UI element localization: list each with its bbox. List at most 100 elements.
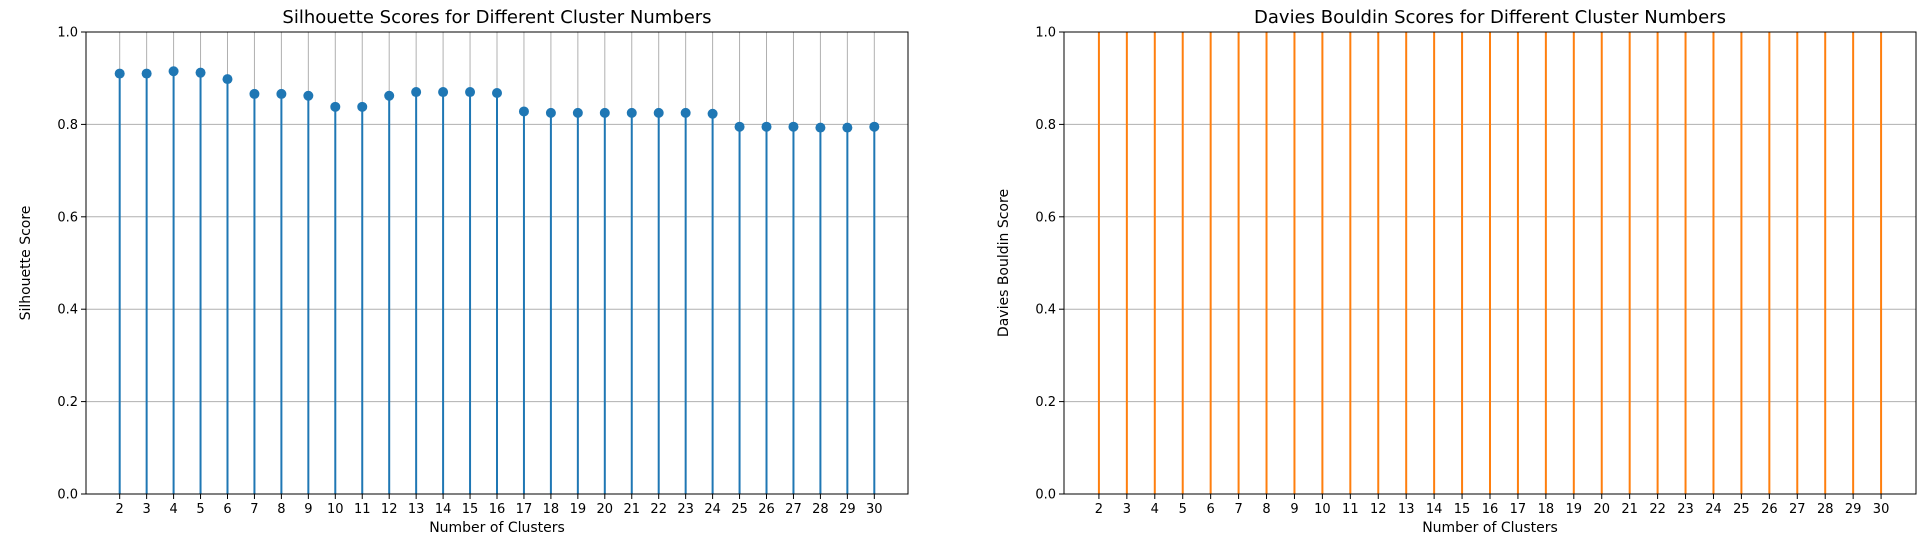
silhouette-marker bbox=[653, 107, 664, 118]
silhouette-xtick-label: 16 bbox=[489, 502, 506, 517]
silhouette-xtick-label: 4 bbox=[169, 502, 177, 517]
davies-bouldin-xtick-label: 25 bbox=[1733, 502, 1750, 517]
silhouette-marker bbox=[303, 90, 314, 101]
silhouette-marker bbox=[384, 90, 395, 101]
silhouette-xtick-label: 24 bbox=[704, 502, 721, 517]
davies-bouldin-title: Davies Bouldin Scores for Different Clus… bbox=[1254, 7, 1726, 28]
silhouette-marker bbox=[195, 67, 206, 78]
davies-bouldin-ytick-label: 0.4 bbox=[1035, 303, 1056, 318]
silhouette-xtick-label: 11 bbox=[354, 502, 371, 517]
silhouette-xtick-label: 26 bbox=[758, 502, 775, 517]
silhouette-marker bbox=[330, 101, 341, 112]
silhouette-xtick-label: 19 bbox=[570, 502, 587, 517]
silhouette-marker bbox=[222, 74, 233, 85]
silhouette-ylabel: Silhouette Score bbox=[18, 206, 34, 321]
silhouette-xtick-label: 18 bbox=[543, 502, 560, 517]
davies-bouldin-xtick-label: 20 bbox=[1593, 502, 1610, 517]
davies-bouldin-ticks: 0.00.20.40.60.81.02 3 4 5 6 7 8 9 10 11 12 13 14 15 16… bbox=[1035, 26, 1889, 518]
davies-bouldin-xtick-label: 6 bbox=[1207, 502, 1215, 517]
silhouette-marker bbox=[599, 107, 610, 118]
davies-bouldin-xtick-label: 12 bbox=[1370, 502, 1387, 517]
davies-bouldin-xtick-label: 26 bbox=[1761, 502, 1778, 517]
silhouette-marker bbox=[626, 107, 637, 118]
silhouette-marker bbox=[734, 121, 745, 132]
davies-bouldin-xtick-label: 8 bbox=[1262, 502, 1270, 517]
davies-bouldin-xtick-label: 17 bbox=[1510, 502, 1527, 517]
silhouette-xtick-label: 13 bbox=[408, 502, 425, 517]
silhouette-marks bbox=[114, 66, 880, 494]
silhouette-xtick-label: 15 bbox=[462, 502, 479, 517]
davies-bouldin-xtick-label: 3 bbox=[1123, 502, 1131, 517]
silhouette-ytick-label: 0.0 bbox=[57, 488, 78, 503]
silhouette-ytick-label: 1.0 bbox=[57, 26, 78, 41]
silhouette-marker bbox=[572, 107, 583, 118]
silhouette-ytick-label: 0.4 bbox=[57, 303, 78, 318]
davies-bouldin-xtick-label: 15 bbox=[1454, 502, 1471, 517]
silhouette-marker bbox=[438, 87, 449, 98]
davies-bouldin-ytick-label: 0.0 bbox=[1035, 488, 1056, 503]
silhouette-xtick-label: 2 bbox=[116, 502, 124, 517]
silhouette-xtick-label: 23 bbox=[677, 502, 694, 517]
davies-bouldin-chart: Davies Bouldin Scores for Different Clus… bbox=[996, 7, 1917, 536]
silhouette-xtick-label: 27 bbox=[785, 502, 802, 517]
silhouette-marker bbox=[815, 122, 826, 133]
davies-bouldin-marks bbox=[1097, 32, 1883, 494]
silhouette-marker bbox=[842, 122, 853, 133]
davies-bouldin-ytick-label: 0.8 bbox=[1035, 118, 1056, 133]
silhouette-marker bbox=[411, 87, 422, 98]
silhouette-marker bbox=[788, 121, 799, 132]
silhouette-xtick-label: 14 bbox=[435, 502, 452, 517]
silhouette-chart: Silhouette Scores for Different Cluster … bbox=[18, 7, 909, 536]
silhouette-xtick-label: 3 bbox=[142, 502, 150, 517]
davies-bouldin-ytick-label: 0.2 bbox=[1035, 395, 1056, 410]
davies-bouldin-xtick-label: 14 bbox=[1426, 502, 1443, 517]
silhouette-marker bbox=[492, 87, 502, 98]
davies-bouldin-xtick-label: 29 bbox=[1845, 502, 1862, 517]
davies-bouldin-xtick-label: 27 bbox=[1789, 502, 1806, 517]
silhouette-marker bbox=[249, 88, 260, 99]
silhouette-xtick-label: 21 bbox=[623, 502, 640, 517]
davies-bouldin-xtick-label: 24 bbox=[1705, 502, 1722, 517]
davies-bouldin-xtick-label: 2 bbox=[1095, 502, 1103, 517]
silhouette-axes-frame bbox=[85, 31, 909, 495]
silhouette-ytick-label: 0.6 bbox=[57, 210, 78, 225]
davies-bouldin-ylabel: Davies Bouldin Score bbox=[996, 189, 1012, 337]
silhouette-xtick-label: 6 bbox=[223, 502, 231, 517]
davies-bouldin-xtick-label: 10 bbox=[1314, 502, 1331, 517]
davies-bouldin-xtick-label: 28 bbox=[1817, 502, 1834, 517]
silhouette-marker bbox=[761, 121, 772, 132]
silhouette-marker bbox=[545, 107, 556, 118]
silhouette-marker bbox=[357, 101, 368, 112]
davies-bouldin-xtick-label: 5 bbox=[1179, 502, 1187, 517]
silhouette-xtick-label: 28 bbox=[812, 502, 829, 517]
silhouette-marker bbox=[114, 68, 125, 79]
davies-bouldin-xlabel: Number of Clusters bbox=[1422, 520, 1558, 536]
davies-bouldin-xtick-label: 7 bbox=[1234, 502, 1242, 517]
davies-bouldin-axes-frame bbox=[1063, 31, 1917, 495]
silhouette-ticks: 0.00.20.40.60.81.02 3 4 5 6 7 8 9 10 11 12 13 14 15 16… bbox=[57, 26, 882, 518]
davies-bouldin-xtick-label: 21 bbox=[1621, 502, 1638, 517]
silhouette-xtick-label: 8 bbox=[277, 502, 285, 517]
silhouette-xtick-label: 20 bbox=[597, 502, 614, 517]
davies-bouldin-xtick-label: 11 bbox=[1342, 502, 1359, 517]
silhouette-ytick-label: 0.8 bbox=[57, 118, 78, 133]
davies-bouldin-xtick-label: 16 bbox=[1482, 502, 1499, 517]
silhouette-title: Silhouette Scores for Different Cluster … bbox=[282, 7, 711, 28]
silhouette-marker bbox=[168, 66, 179, 77]
silhouette-marker bbox=[707, 108, 718, 119]
davies-bouldin-xtick-label: 19 bbox=[1566, 502, 1583, 517]
silhouette-xtick-label: 9 bbox=[304, 502, 312, 517]
davies-bouldin-xtick-label: 18 bbox=[1538, 502, 1555, 517]
silhouette-xtick-label: 10 bbox=[327, 502, 344, 517]
davies-bouldin-xtick-label: 4 bbox=[1151, 502, 1159, 517]
silhouette-xtick-label: 17 bbox=[516, 502, 533, 517]
davies-bouldin-xtick-label: 13 bbox=[1398, 502, 1415, 517]
silhouette-marker bbox=[141, 68, 152, 79]
silhouette-marker bbox=[465, 87, 476, 98]
silhouette-marker bbox=[276, 88, 287, 99]
silhouette-marker bbox=[518, 106, 529, 117]
davies-bouldin-xtick-label: 9 bbox=[1290, 502, 1298, 517]
davies-bouldin-xtick-label: 30 bbox=[1873, 502, 1890, 517]
davies-bouldin-xtick-label: 23 bbox=[1677, 502, 1694, 517]
silhouette-marker bbox=[680, 107, 691, 118]
